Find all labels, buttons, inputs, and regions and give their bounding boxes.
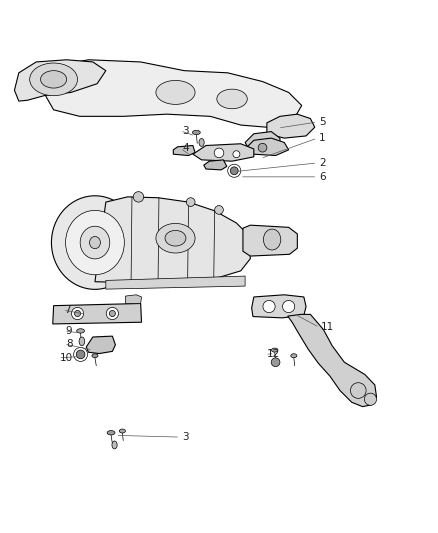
Polygon shape — [53, 303, 141, 324]
Circle shape — [76, 350, 85, 359]
Circle shape — [258, 143, 267, 152]
Text: 9: 9 — [66, 326, 72, 336]
Polygon shape — [173, 146, 195, 156]
Polygon shape — [45, 60, 302, 127]
Ellipse shape — [107, 431, 115, 435]
Text: 8: 8 — [66, 339, 72, 349]
Polygon shape — [193, 144, 254, 161]
Ellipse shape — [112, 441, 117, 449]
Circle shape — [350, 383, 366, 398]
Ellipse shape — [263, 229, 281, 250]
Text: 7: 7 — [64, 305, 71, 315]
Circle shape — [186, 198, 195, 206]
Circle shape — [110, 310, 116, 317]
Circle shape — [283, 301, 295, 313]
Ellipse shape — [156, 223, 195, 253]
Ellipse shape — [291, 354, 297, 358]
Circle shape — [230, 167, 238, 175]
Ellipse shape — [119, 429, 125, 433]
Polygon shape — [125, 295, 141, 303]
Text: 3: 3 — [182, 126, 189, 136]
Polygon shape — [252, 295, 306, 318]
Circle shape — [74, 310, 81, 317]
Text: 3: 3 — [182, 432, 189, 442]
Text: 5: 5 — [319, 117, 326, 127]
Text: 6: 6 — [319, 172, 326, 182]
Polygon shape — [243, 225, 297, 256]
Ellipse shape — [66, 211, 124, 275]
Ellipse shape — [199, 139, 204, 147]
Ellipse shape — [41, 71, 67, 88]
Polygon shape — [267, 114, 315, 138]
Circle shape — [106, 308, 118, 320]
Polygon shape — [288, 314, 377, 407]
Ellipse shape — [272, 348, 278, 352]
Text: 1: 1 — [319, 133, 326, 143]
Polygon shape — [245, 138, 289, 156]
Ellipse shape — [165, 230, 186, 246]
Text: 11: 11 — [321, 322, 335, 333]
Circle shape — [233, 151, 240, 158]
Ellipse shape — [156, 80, 195, 104]
Circle shape — [271, 358, 280, 367]
Ellipse shape — [92, 354, 98, 358]
Ellipse shape — [192, 130, 200, 135]
Ellipse shape — [79, 337, 85, 346]
Ellipse shape — [30, 63, 78, 96]
Circle shape — [364, 393, 377, 405]
Ellipse shape — [77, 329, 85, 333]
Text: 4: 4 — [182, 143, 189, 153]
Text: 10: 10 — [60, 353, 73, 363]
Circle shape — [133, 192, 144, 202]
Circle shape — [214, 148, 224, 158]
Polygon shape — [106, 276, 245, 289]
Circle shape — [263, 301, 275, 313]
Ellipse shape — [51, 196, 138, 289]
Polygon shape — [86, 336, 116, 353]
Ellipse shape — [89, 237, 100, 249]
Text: 12: 12 — [267, 350, 280, 359]
Polygon shape — [95, 197, 251, 282]
Text: 2: 2 — [319, 158, 326, 168]
Polygon shape — [245, 132, 280, 152]
Polygon shape — [204, 160, 227, 170]
Circle shape — [215, 206, 223, 214]
Ellipse shape — [217, 89, 247, 109]
Ellipse shape — [80, 226, 110, 259]
Polygon shape — [14, 60, 106, 101]
Circle shape — [71, 308, 84, 320]
